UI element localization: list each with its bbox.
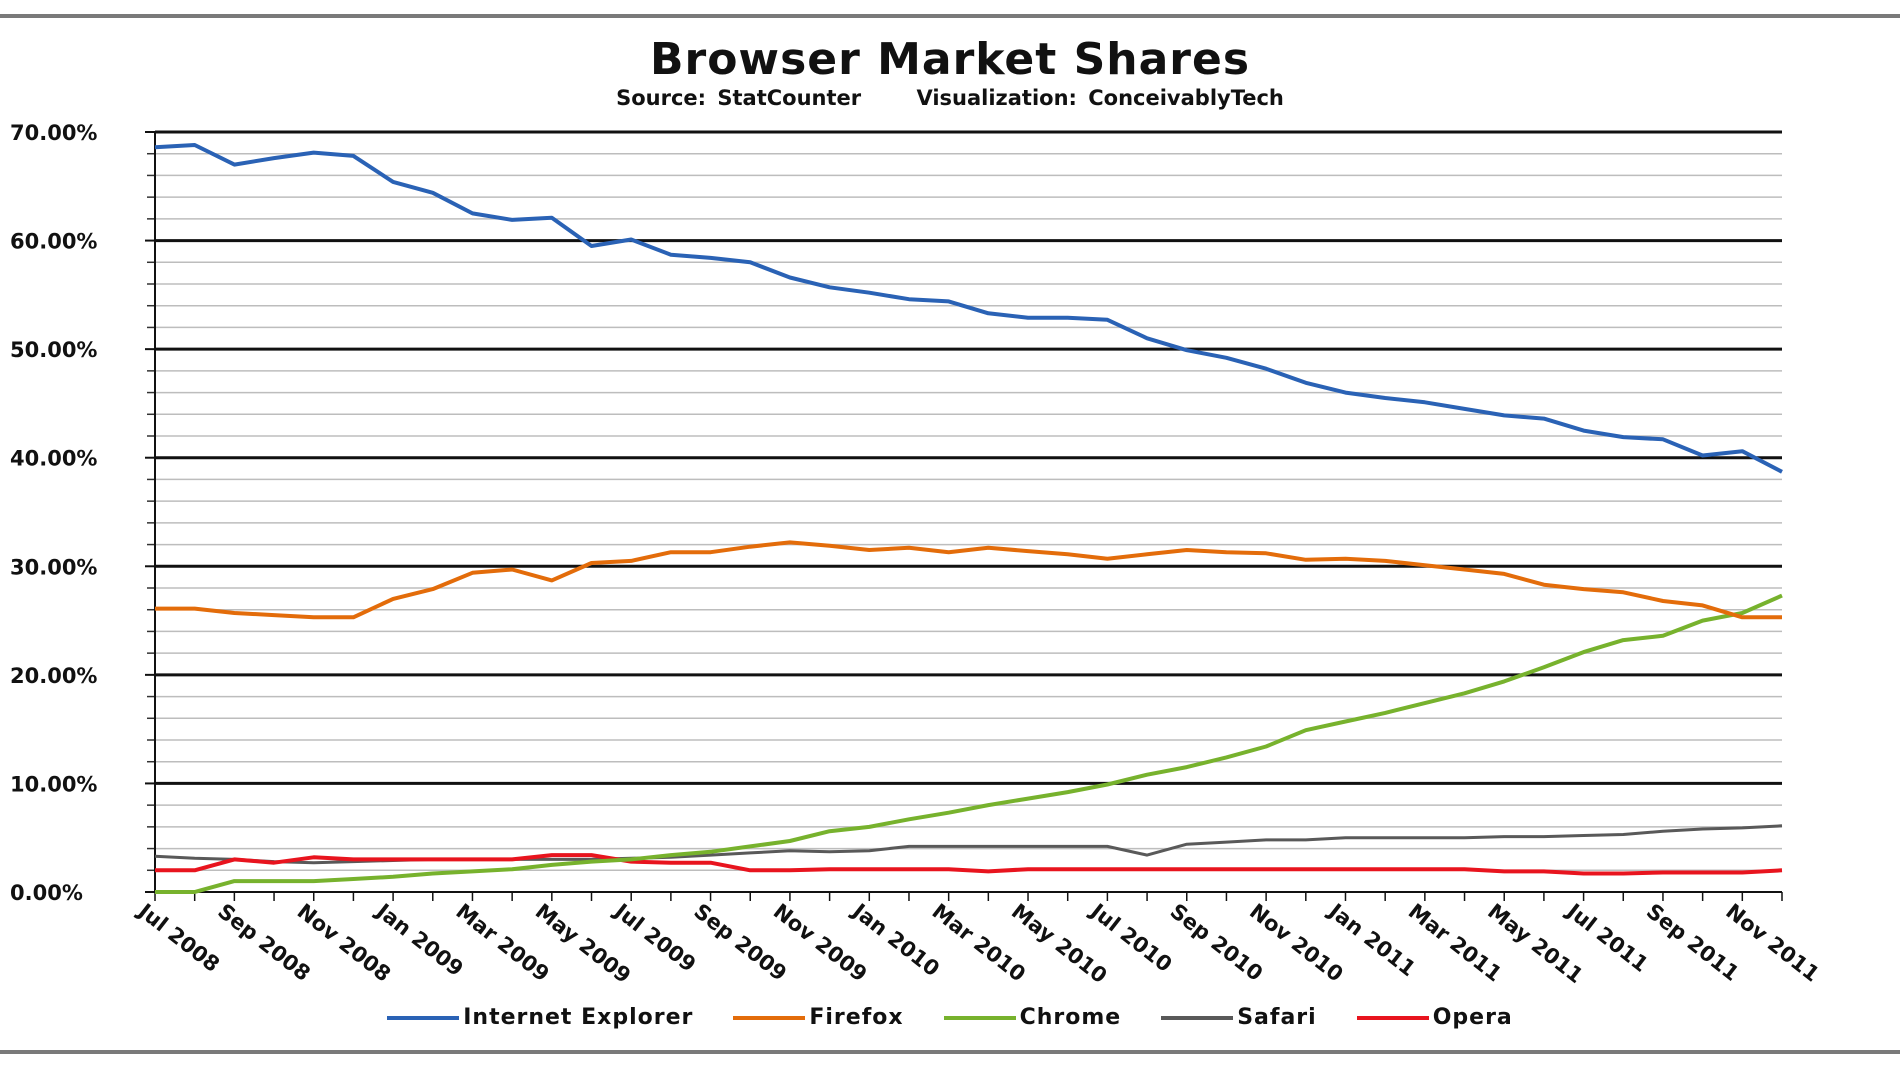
series-line-opera: [155, 853, 1783, 876]
chart-legend: Internet Explorer Firefox Chrome Safari Oper…: [0, 1005, 1900, 1030]
y-tick-label: 40.00%: [10, 447, 97, 471]
legend-item-firefox: Firefox: [733, 1005, 903, 1030]
y-tick-label: 30.00%: [10, 555, 97, 579]
frame-bottom-rule: [0, 1050, 1900, 1054]
y-tick-label: 50.00%: [10, 338, 97, 362]
legend-swatch: [387, 1015, 460, 1020]
frame-top-rule: [0, 14, 1900, 18]
series-line-internet-explorer: [154, 143, 1783, 474]
legend-item-internet-explorer: Internet Explorer: [387, 1005, 693, 1030]
chart-title: Browser Market Shares: [649, 34, 1251, 85]
legend-item-chrome: Chrome: [943, 1005, 1122, 1030]
legend-swatch: [1161, 1015, 1234, 1020]
series-line-safari: [154, 824, 1783, 865]
legend-item-opera: Opera: [1356, 1005, 1513, 1030]
legend-swatch: [733, 1015, 806, 1020]
legend-label: Chrome: [1019, 1005, 1122, 1030]
legend-label: Opera: [1432, 1005, 1513, 1030]
y-tick-label: 70.00%: [10, 121, 97, 145]
y-tick-label: 20.00%: [10, 664, 97, 688]
legend-swatch: [943, 1015, 1016, 1020]
x-tick-label: Jul 2008: [132, 898, 224, 977]
legend-label: Firefox: [809, 1005, 904, 1030]
legend-label: Safari: [1237, 1005, 1317, 1030]
y-tick-label: 60.00%: [10, 230, 97, 254]
y-tick-label: 10.00%: [10, 772, 97, 796]
series-line-firefox: [155, 540, 1782, 620]
legend-swatch: [1356, 1015, 1429, 1020]
subtitle-visualization: Visualization: ConceivablyTech: [916, 86, 1284, 110]
y-tick-label: 0.00%: [10, 881, 83, 905]
chart-subtitle: Source: StatCounter Visualization: Conce…: [0, 86, 1900, 110]
legend-item-safari: Safari: [1161, 1005, 1317, 1030]
legend-label: Internet Explorer: [463, 1005, 694, 1030]
subtitle-source: Source: StatCounter: [616, 86, 862, 110]
line-chart: 0.00% 10.00% 20.00% 30.00% 40.00% 50.00% 60.00…: [10, 121, 1824, 988]
series-line-chrome: [155, 593, 1783, 894]
